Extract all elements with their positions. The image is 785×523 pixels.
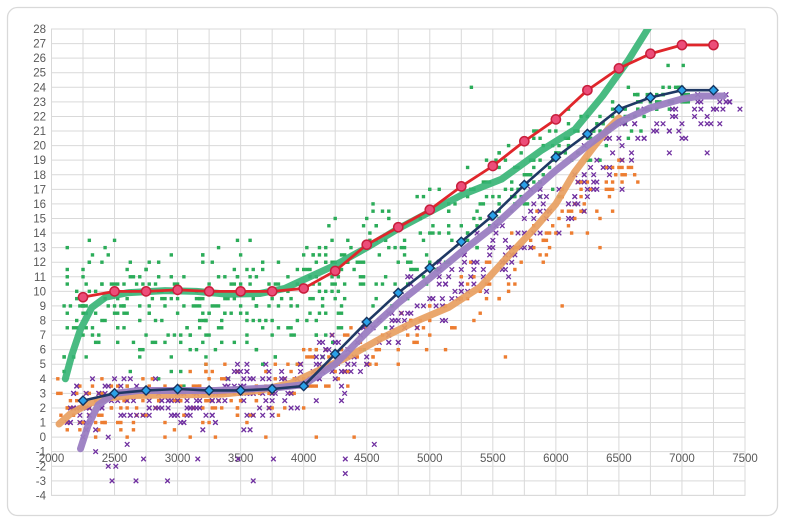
- y-tick-label: 12: [33, 257, 46, 269]
- x-tick-label: 3000: [165, 453, 191, 465]
- green-trend: [61, 29, 652, 383]
- x-tick-label: 2000: [39, 453, 65, 465]
- y-tick-label: -3: [36, 476, 46, 488]
- y-tick-label: 14: [33, 228, 46, 240]
- plot-area: [55, 29, 743, 484]
- y-tick-label: 18: [33, 170, 46, 182]
- plot-area-border: [51, 28, 746, 496]
- y-tick-label: 0: [40, 432, 46, 444]
- x-tick-label: 4500: [354, 453, 380, 465]
- y-tick-label: 2: [40, 403, 46, 415]
- chart-frame: [6, 6, 779, 517]
- x-tick-label: 5500: [480, 453, 506, 465]
- navy-line: [77, 84, 720, 407]
- x-tick-label: 7000: [669, 453, 695, 465]
- y-tick-label: 20: [33, 141, 46, 153]
- y-tick-label: 22: [33, 111, 46, 123]
- x-tick-label: 5000: [417, 453, 443, 465]
- y-tick-label: 10: [33, 286, 46, 298]
- y-tick-label: 23: [33, 97, 46, 109]
- y-tick-label: 17: [33, 184, 46, 196]
- axis-tick-labels: -4-3-2-101234567891011121314151617181920…: [33, 24, 758, 502]
- y-tick-label: 4: [40, 374, 47, 386]
- y-tick-label: 28: [33, 24, 46, 36]
- green-scatter: [62, 63, 690, 388]
- y-tick-label: 11: [34, 272, 46, 284]
- y-tick-label: 6: [40, 345, 46, 357]
- y-tick-label: 7: [40, 330, 46, 342]
- y-tick-label: 1: [40, 418, 46, 430]
- x-tick-label: 2500: [102, 453, 128, 465]
- x-tick-label: 3500: [228, 453, 254, 465]
- y-tick-label: 21: [33, 126, 46, 138]
- y-tick-label: 15: [33, 213, 46, 225]
- x-tick-label: 6500: [606, 453, 632, 465]
- x-tick-label: 6000: [543, 453, 569, 465]
- y-tick-label: 9: [40, 301, 46, 313]
- x-tick-label: 7500: [732, 453, 758, 465]
- orange-trend: [55, 114, 623, 428]
- y-tick-label: -4: [36, 490, 47, 502]
- y-tick-label: 13: [33, 243, 46, 255]
- y-tick-label: 8: [40, 316, 46, 328]
- y-tick-label: -2: [36, 461, 46, 473]
- x-tick-label: 4000: [291, 453, 317, 465]
- y-tick-label: 16: [33, 199, 46, 211]
- y-tick-label: -1: [36, 447, 46, 459]
- y-tick-label: 3: [40, 388, 46, 400]
- y-tick-label: 5: [40, 359, 46, 371]
- y-tick-label: 24: [33, 82, 46, 94]
- y-tick-label: 26: [33, 53, 46, 65]
- y-tick-label: 19: [33, 155, 46, 167]
- red-line: [77, 39, 719, 303]
- y-tick-label: 27: [33, 39, 46, 51]
- y-tick-label: 25: [33, 68, 46, 80]
